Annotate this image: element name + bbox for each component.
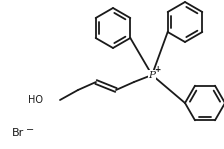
Text: Br: Br: [12, 128, 24, 138]
Text: −: −: [26, 125, 34, 135]
Text: P: P: [149, 70, 155, 80]
Text: +: +: [154, 66, 160, 74]
Text: HO: HO: [28, 95, 43, 105]
